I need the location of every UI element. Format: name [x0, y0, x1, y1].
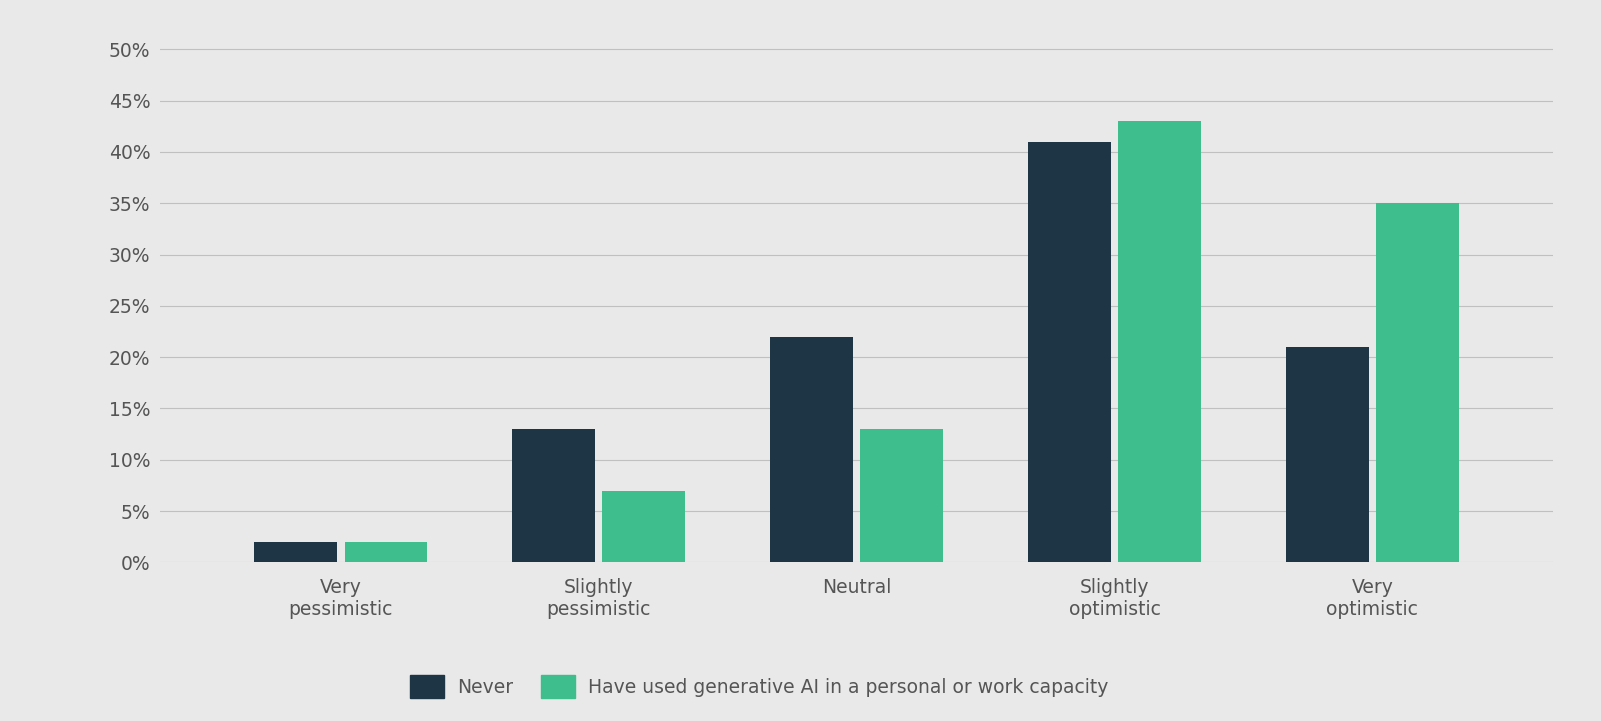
Bar — [1028, 142, 1111, 562]
Bar — [512, 429, 594, 562]
Legend: Never, Have used generative AI in a personal or work capacity: Never, Have used generative AI in a pers… — [402, 668, 1116, 706]
Bar — [1377, 203, 1459, 562]
Bar — [344, 542, 427, 562]
Bar — [860, 429, 943, 562]
Bar — [770, 337, 853, 562]
Bar — [1119, 121, 1201, 562]
Bar — [602, 490, 685, 562]
Bar — [1286, 347, 1369, 562]
Bar — [255, 542, 336, 562]
